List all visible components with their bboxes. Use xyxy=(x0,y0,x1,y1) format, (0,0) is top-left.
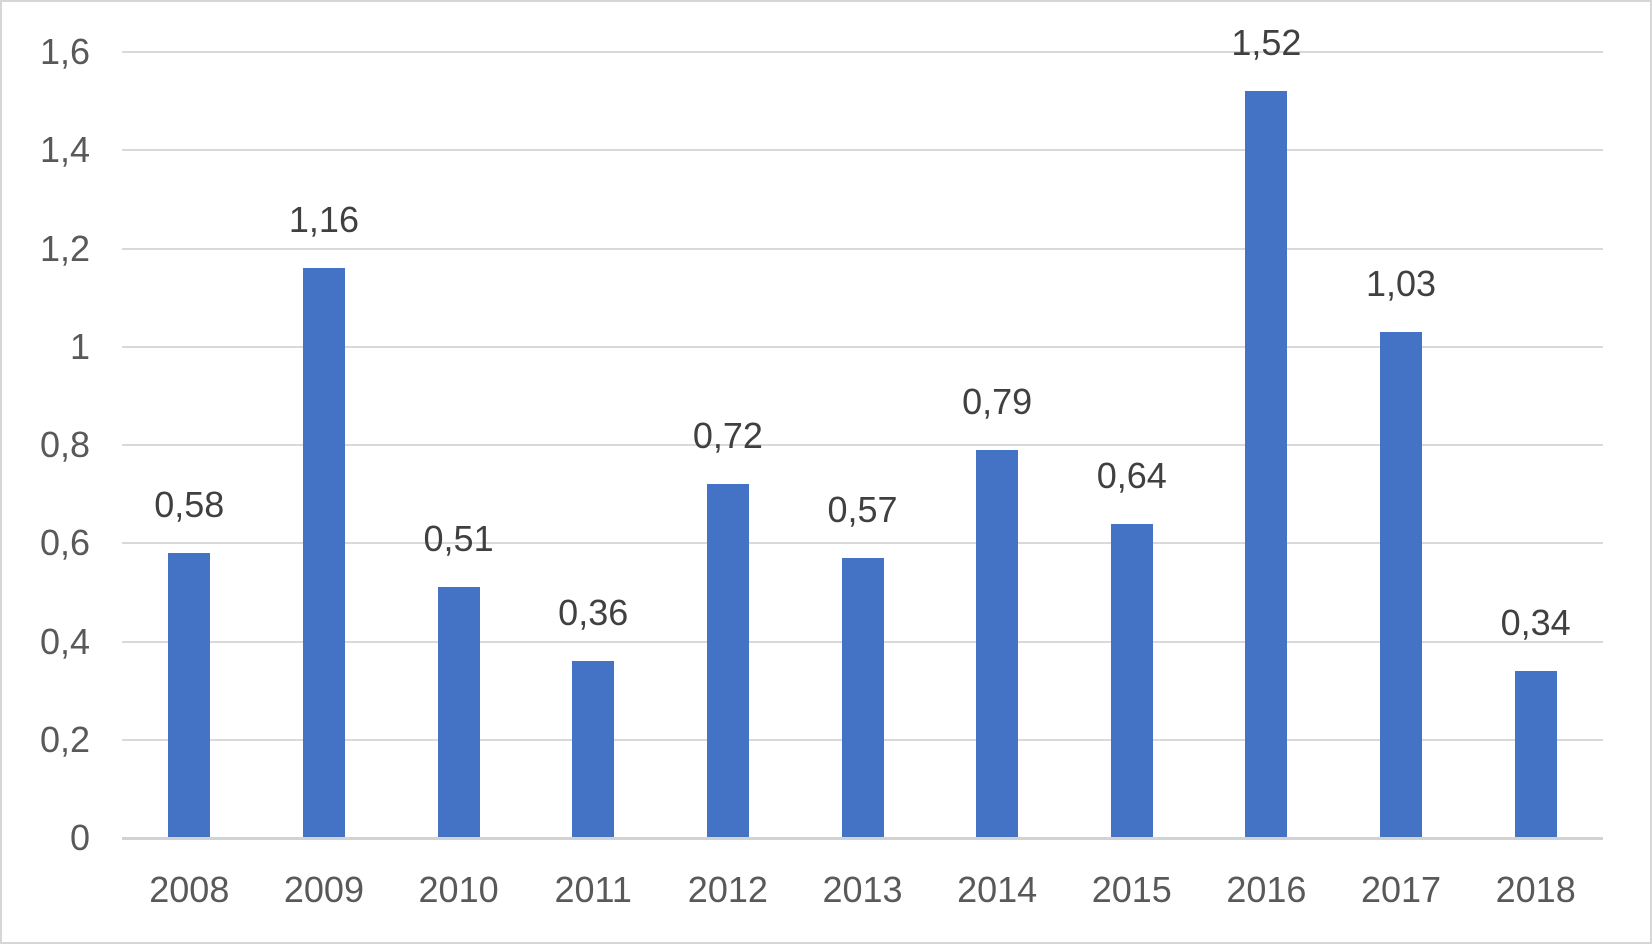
gridline xyxy=(122,345,1603,348)
bar-value-label: 0,72 xyxy=(692,415,763,457)
x-tick-label: 2012 xyxy=(687,869,768,910)
bar xyxy=(1110,523,1153,837)
bar xyxy=(168,553,211,837)
x-tick-label: 2009 xyxy=(283,869,364,910)
bar xyxy=(976,449,1019,837)
gridline xyxy=(122,149,1603,152)
bar-value-label: 0,57 xyxy=(827,488,898,530)
bar xyxy=(437,587,480,837)
x-axis-line xyxy=(122,837,1603,840)
bar-value-label: 1,16 xyxy=(288,199,359,241)
bar-value-label: 0,64 xyxy=(1096,454,1167,496)
bar-value-label: 0,36 xyxy=(558,592,629,634)
bar xyxy=(1514,670,1557,837)
gridline xyxy=(122,247,1603,250)
gridline xyxy=(122,51,1603,53)
x-tick-label: 2008 xyxy=(149,869,230,910)
bar xyxy=(572,661,615,837)
gridline xyxy=(122,444,1603,446)
x-tick-label: 2015 xyxy=(1091,869,1172,910)
y-tick-label: 1,6 xyxy=(39,31,90,72)
bar xyxy=(706,484,749,837)
y-tick-label: 0,4 xyxy=(39,620,90,662)
bar-value-label: 0,34 xyxy=(1500,601,1571,643)
bar-value-label: 1,52 xyxy=(1231,22,1302,64)
y-tick-label: 0 xyxy=(69,817,90,858)
bar xyxy=(1245,91,1288,837)
y-tick-label: 0,8 xyxy=(39,424,90,465)
bar xyxy=(841,557,884,837)
y-tick-label: 1,2 xyxy=(39,227,90,269)
gridline xyxy=(122,542,1603,545)
bar xyxy=(302,268,345,837)
bar-value-label: 0,51 xyxy=(423,518,494,560)
y-tick-label: 0,2 xyxy=(39,718,90,760)
x-tick-label: 2011 xyxy=(554,869,632,910)
x-tick-label: 2013 xyxy=(822,869,903,910)
x-tick-label: 2010 xyxy=(418,869,499,910)
bar-value-label: 1,03 xyxy=(1365,263,1437,304)
bar-value-label: 0,79 xyxy=(962,380,1033,422)
bar xyxy=(1380,332,1423,837)
y-tick-label: 1,4 xyxy=(39,129,90,171)
x-tick-label: 2018 xyxy=(1495,869,1576,910)
x-tick-label: 2014 xyxy=(957,869,1038,910)
y-tick-label: 1 xyxy=(69,325,90,367)
x-tick-label: 2016 xyxy=(1226,869,1307,910)
y-tick-label: 0,6 xyxy=(39,522,90,564)
x-tick-label: 2017 xyxy=(1360,869,1442,910)
bar-value-label: 0,58 xyxy=(154,484,225,526)
